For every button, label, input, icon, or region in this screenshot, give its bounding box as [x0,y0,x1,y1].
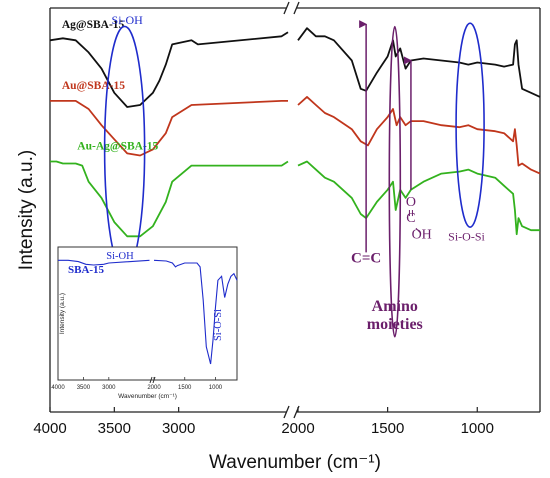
x-tick-label: 4000 [33,420,66,437]
series-label-au-sba-15: Au@SBA-15 [62,80,125,92]
si-oh-annotation: Si-OH [112,13,144,27]
inset-series-line-right [153,259,238,365]
x-tick-label: 1500 [371,420,404,437]
series-label-au-ag-sba-15: Au-Ag@SBA-15 [77,140,158,152]
inset-si-o-si-annotation: Si-O-Si [213,309,224,341]
inset-x-tick-label: 1000 [209,385,223,391]
inset-break-mark-a [149,376,153,384]
inset-plot: 4000 3500 3000 2000 1500 1000 Wavenumber (cm⁻¹… [51,246,238,400]
inset-y-axis-label: Intensity (a.u.) [59,293,66,334]
inset-si-oh-annotation: Si-OH [106,251,134,262]
cooh-single-bond [415,227,422,234]
series-label-ag-sba-15: Ag@SBA-15 [62,19,125,31]
x-tick-label: 1000 [461,420,494,437]
inset-x-tick-label: 3500 [77,385,91,391]
x-axis-break-mark-a [283,405,290,419]
amino-annotation: Amino [372,298,418,315]
moieties-annotation: moieties [367,316,423,333]
si-o-si-annotation: Si-O-Si [448,229,485,243]
cooh-oh-annotation: OH [412,227,432,242]
y-axis-label: Intensity (a.u.) [16,150,37,270]
cooh-o-annotation: O [406,195,416,210]
inset-x-tick-label: 1500 [178,385,192,391]
series-line-au-ag-sba-15-left [50,160,289,238]
series-line-au-sba-15-left [50,100,288,157]
main-plot: 4000 3500 3000 2000 1500 1000 Wavenumber (cm⁻¹… [16,1,541,473]
x-tick-label: 3000 [162,420,195,437]
x-axis-label: Wavenumber (cm⁻¹) [209,452,381,473]
cooh-c-annotation: C [406,211,415,226]
inset-series-line-left [58,259,150,266]
inset-x-tick-label: 4000 [51,385,65,391]
series-line-ag-sba-15-left [49,31,289,108]
inset-x-tick-label: 3000 [102,385,116,391]
inset-frame [57,246,238,381]
si-o-si-ellipse [455,22,485,228]
c-c-annotation: C=C [351,251,381,267]
amino-ellipse [388,25,402,338]
inset-x-tick-label: 2000 [147,385,161,391]
inset-x-axis-label: Wavenumber (cm⁻¹) [118,393,177,400]
top-axis-break-mark-b [293,1,300,15]
x-tick-label: 3500 [98,420,131,437]
top-axis-break-mark-a [283,1,290,15]
x-tick-label: 2000 [281,420,314,437]
inset-series-label-sba-15: SBA-15 [68,264,105,276]
